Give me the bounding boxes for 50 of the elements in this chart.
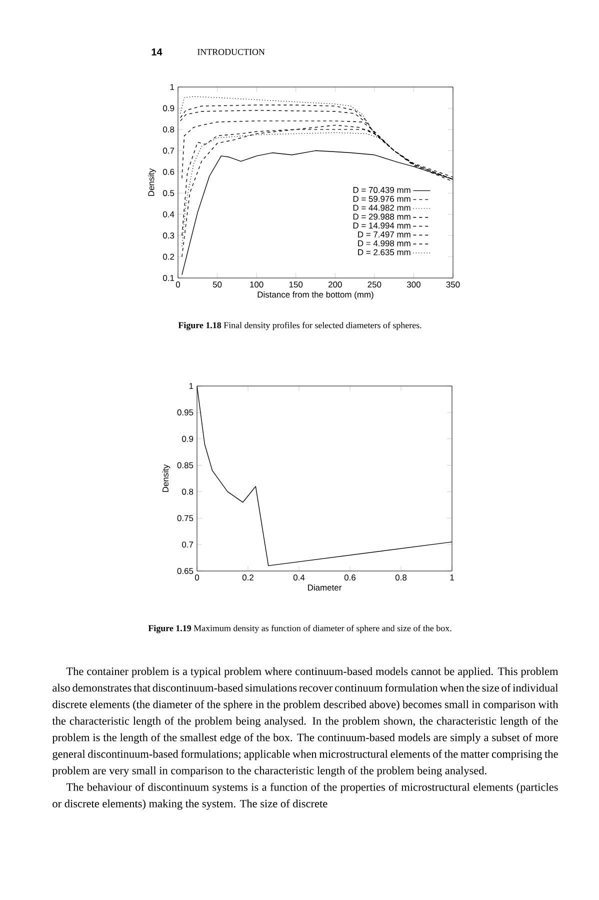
- x-tick-label: 250: [368, 282, 382, 288]
- x-axis-title: Distance from the bottom (mm): [258, 291, 374, 300]
- x-axis-title: Diameter: [308, 584, 342, 591]
- legend-label: D = 7.497 mm: [358, 231, 410, 238]
- y-tick-label: 1: [170, 84, 174, 90]
- y-tick-label: 0.9: [163, 105, 174, 112]
- y-tick-label: 0.7: [182, 542, 194, 548]
- x-tick-label: 0.6: [344, 574, 356, 581]
- y-tick-label: 0.3: [163, 232, 174, 239]
- legend-label: D = 29.988 mm: [353, 214, 410, 220]
- text: Figure 1.18 Final density profiles for selected diameters of spheres.: [178, 322, 422, 330]
- y-tick-label: 0.85: [177, 462, 194, 468]
- legend-label: D = 2.635 mm: [358, 249, 410, 256]
- x-tick-label: 0.8: [395, 574, 407, 581]
- y-tick-label: 0.2: [163, 254, 174, 260]
- text: The container problem is a typical problem where continuum-based models cannot be applied. This problem also demonstrates that discontinuum-based simulations recover continuum formulation when the size of individual discrete elements (the diameter of the sphere in the problem described above) becomes small in comparison with the characteristic length of the problem being analysed. In the problem shown, the characteristic length of the problem is the length of the smallest edge of the box. The continuum-based models are simply a subset of more general discontinuum-based formulations; applicable when microstructural elements of the matter comprising the problem are very small in comparison to the characteristic length of the problem being analysed.: [52, 667, 558, 777]
- y-axis-title: Density: [148, 168, 156, 196]
- y-tick-label: 0.8: [182, 488, 194, 495]
- x-tick-label: 150: [289, 282, 303, 288]
- y-tick-label: 0.75: [177, 515, 194, 522]
- x-tick-label: 200: [328, 282, 342, 288]
- x-tick-label: 50: [212, 282, 222, 288]
- x-tick-label: 0: [194, 574, 200, 581]
- y-tick-label: 1: [189, 383, 194, 389]
- y-tick-label: 0.95: [177, 409, 194, 416]
- x-tick-label: 100: [250, 282, 264, 288]
- text: The behaviour of discontinuum systems is a function of the properties of microstructural elements (particles or discrete elements) making the system. The size of discrete: [52, 782, 558, 810]
- y-tick-label: 0.9: [182, 436, 194, 442]
- legend-label: D = 44.982 mm: [353, 204, 410, 211]
- x-tick-label: 0: [176, 282, 180, 288]
- y-tick-label: 0.8: [163, 126, 174, 132]
- y-tick-label: 0.7: [163, 148, 174, 154]
- legend-label: D = 59.976 mm: [353, 196, 410, 202]
- y-tick-label: 0.65: [177, 568, 194, 574]
- x-tick-label: 1: [450, 574, 454, 580]
- y-tick-label: 0.4: [163, 211, 174, 218]
- x-tick-label: 350: [446, 282, 460, 288]
- legend-label: D = 70.439 mm: [353, 186, 410, 193]
- x-tick-label: 0.4: [293, 574, 305, 581]
- x-tick-label: 0.2: [242, 574, 254, 581]
- x-tick-label: 300: [406, 282, 420, 288]
- y-tick-label: 0.6: [163, 168, 174, 175]
- legend-label: D = 4.998 mm: [358, 240, 410, 246]
- y-tick-label: 0.1: [163, 275, 174, 281]
- text: INTRODUCTION: [198, 48, 265, 56]
- text: 14: [152, 48, 162, 56]
- y-tick-label: 0.5: [163, 190, 174, 196]
- text: Figure 1.19 Maximum density as function of diameter of sphere and size of the box.: [148, 624, 452, 634]
- y-axis-title: Density: [162, 464, 170, 492]
- legend-label: D = 14.994 mm: [353, 222, 410, 229]
